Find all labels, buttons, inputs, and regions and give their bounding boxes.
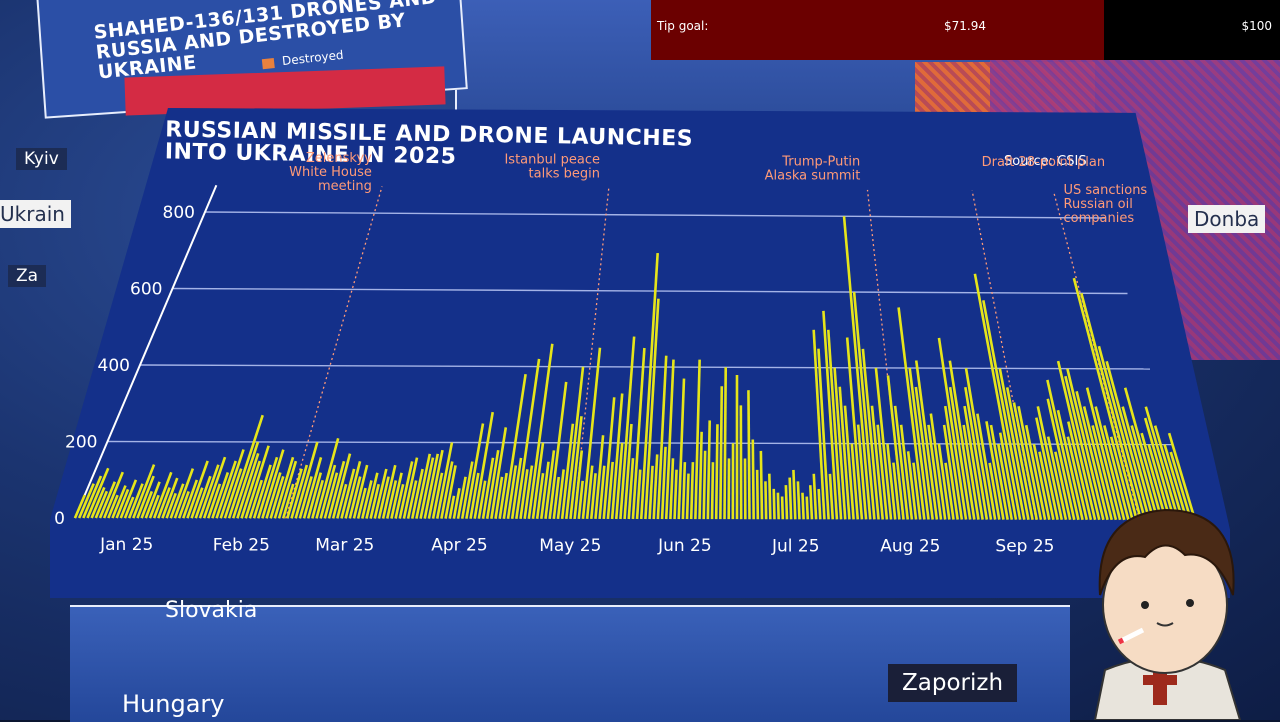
- bar-day-179: [814, 474, 816, 520]
- streamer-mascot-avatar: [1065, 495, 1265, 720]
- tip-goal-current: $71.94: [944, 19, 986, 33]
- annotation-text-3: Draft 28-point plan: [982, 155, 1105, 170]
- bar-day-167: [765, 481, 766, 519]
- bar-day-140: [654, 454, 657, 519]
- bar-day-151: [700, 432, 702, 519]
- bar-day-153: [708, 420, 710, 519]
- y-tick-label: 600: [130, 280, 162, 300]
- bar-day-175: [798, 481, 800, 519]
- x-tick-label: Apr 25: [431, 536, 487, 556]
- x-tick-label: Feb 25: [213, 535, 270, 555]
- y-tick-label: 200: [65, 433, 97, 453]
- bar-day-178: [810, 485, 812, 519]
- bar-day-139: [650, 466, 653, 519]
- bar-day-183: [830, 474, 833, 519]
- bar-day-180: [819, 489, 821, 519]
- bar-day-171: [782, 497, 783, 520]
- bar-day-152: [704, 451, 705, 519]
- gridline-400: [140, 365, 1150, 369]
- bar-day-200: [888, 376, 904, 520]
- bar-day-136: [637, 470, 640, 519]
- bar-day-149: [691, 462, 693, 519]
- bar-day-148: [687, 474, 688, 520]
- bar-day-145: [675, 470, 677, 519]
- x-tick-label: Aug 25: [880, 536, 940, 556]
- gridline-800: [205, 212, 1105, 218]
- bar-day-169: [774, 489, 775, 519]
- bar-day-147: [683, 462, 685, 519]
- x-tick-label: Jun 25: [657, 536, 712, 556]
- bar-day-142: [662, 447, 665, 519]
- bar-day-166: [761, 451, 762, 519]
- bar-day-122: [579, 481, 583, 519]
- x-tick-label: Jan 25: [99, 535, 153, 555]
- y-tick-label: 400: [98, 356, 130, 376]
- bar-day-198: [887, 444, 895, 520]
- tip-goal-target: $100: [1241, 19, 1272, 33]
- tip-goal-label: Tip goal:: [657, 19, 708, 33]
- tip-goal-progress: [651, 0, 1104, 60]
- bar-day-170: [778, 493, 779, 520]
- tip-goal-bar: Tip goal: $71.94 $100: [651, 0, 1280, 60]
- bar-day-165: [757, 470, 758, 519]
- x-tick-label: Mar 25: [315, 535, 374, 555]
- gridline-600: [173, 289, 1128, 294]
- bar-day-172: [786, 485, 787, 519]
- y-tick-label: 800: [163, 203, 195, 223]
- x-tick-label: Jul 25: [771, 536, 820, 556]
- bar-day-176: [802, 493, 803, 520]
- bar-day-144: [670, 458, 673, 519]
- bar-day-155: [716, 424, 717, 519]
- bar-day-156: [720, 386, 721, 519]
- y-axis-line: [75, 185, 216, 518]
- bar-day-164: [753, 440, 754, 520]
- y-tick-label: 0: [54, 509, 65, 529]
- x-tick-label: May 25: [539, 536, 601, 556]
- bar-day-154: [712, 462, 713, 519]
- bar-day-174: [793, 470, 795, 519]
- x-tick-label: Sep 25: [995, 537, 1054, 557]
- bar-day-177: [807, 497, 808, 520]
- bar-day-163: [748, 390, 749, 519]
- bar-day-157: [725, 367, 726, 519]
- bar-day-168: [769, 474, 770, 520]
- bar-day-173: [790, 478, 791, 520]
